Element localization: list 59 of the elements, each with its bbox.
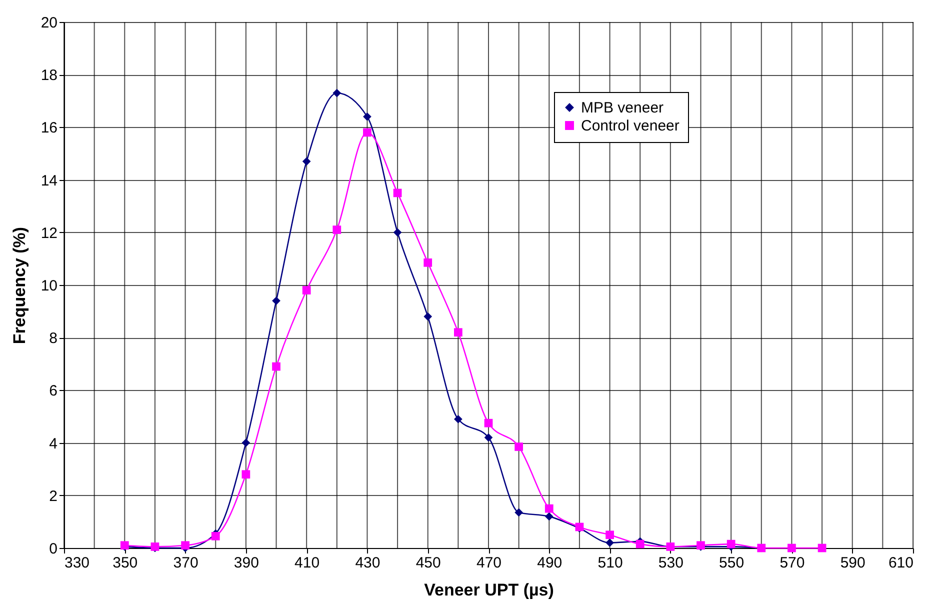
- x-tick-label: 370: [173, 554, 198, 572]
- x-tick-label: 590: [840, 554, 866, 572]
- x-tick-label: 530: [658, 554, 684, 572]
- point: [332, 88, 342, 98]
- point: [726, 540, 736, 548]
- y-tick-label: 2: [49, 488, 58, 505]
- x-tick-label: 470: [476, 554, 502, 572]
- point: [544, 512, 554, 521]
- point: [272, 296, 280, 305]
- point: [606, 538, 614, 547]
- point: [424, 312, 432, 321]
- point: [272, 362, 280, 371]
- x-tick-label: 430: [355, 554, 380, 572]
- y-tick-label: 0: [49, 540, 58, 558]
- point: [302, 157, 311, 166]
- point: [454, 414, 462, 424]
- legend-label: MPB veneer: [581, 100, 664, 116]
- y-tick-label: 14: [40, 172, 58, 190]
- y-tick-label: 12: [40, 224, 58, 242]
- x-axis-title: Veneer UPT (µs): [424, 580, 554, 600]
- point: [363, 112, 372, 121]
- y-tick-label: 4: [49, 435, 58, 452]
- point: [514, 442, 524, 451]
- y-tick-label: 10: [40, 278, 58, 294]
- x-tick-label: 550: [719, 554, 744, 572]
- point: [332, 226, 342, 234]
- y-tick-label: 16: [40, 120, 58, 137]
- y-tick-label: 18: [40, 67, 58, 84]
- x-tick-label: 330: [64, 554, 90, 572]
- x-tick-label: 490: [537, 554, 562, 572]
- x-tick-label: 350: [112, 554, 138, 572]
- y-tick-label: 8: [49, 330, 58, 348]
- point: [363, 128, 372, 137]
- point: [393, 228, 402, 237]
- x-tick-label: 410: [294, 554, 320, 572]
- x-tick-label: 390: [234, 554, 259, 572]
- x-tick-label: 450: [416, 554, 441, 572]
- point: [514, 508, 524, 517]
- point: [211, 532, 220, 540]
- point: [393, 188, 402, 198]
- point: [606, 530, 614, 540]
- legend-label: Control veneer: [581, 118, 680, 134]
- point: [302, 286, 311, 294]
- y-tick-label: 20: [40, 14, 58, 32]
- point: [636, 540, 644, 548]
- y-axis-title: Frequency (%): [10, 226, 29, 344]
- point: [484, 418, 493, 428]
- x-tick-label: 510: [598, 554, 623, 572]
- point: [484, 433, 493, 442]
- point: [818, 544, 826, 552]
- x-tick-label: 610: [888, 554, 914, 572]
- point: [242, 470, 250, 479]
- point: [544, 504, 554, 513]
- point: [181, 541, 190, 550]
- point: [242, 438, 250, 447]
- point: [424, 258, 432, 267]
- y-tick-label: 6: [49, 382, 58, 400]
- x-tick-label: 570: [780, 554, 805, 572]
- point: [454, 328, 462, 337]
